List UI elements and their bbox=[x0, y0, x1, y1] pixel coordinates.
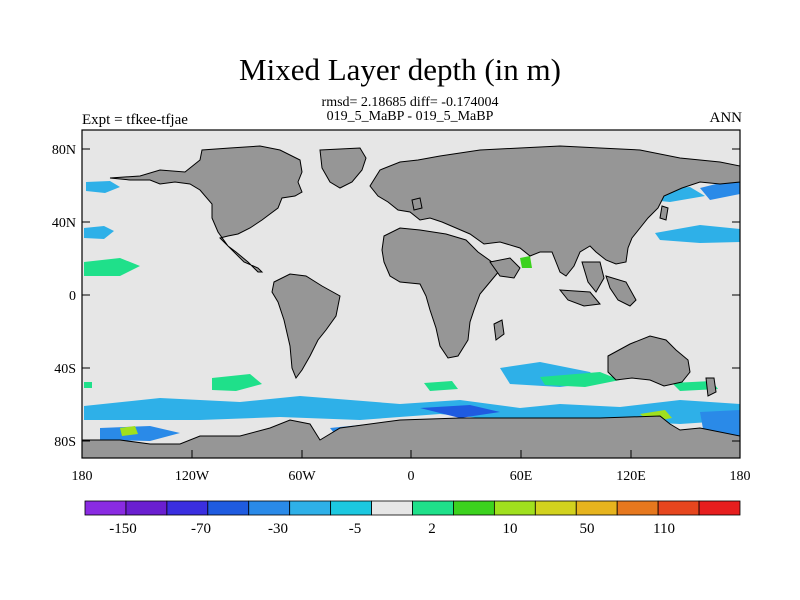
landmass bbox=[81, 415, 741, 459]
landmass bbox=[109, 145, 303, 273]
lon-tick-label: 0 bbox=[408, 469, 415, 484]
landmass bbox=[319, 147, 367, 189]
colorbar-swatch bbox=[207, 500, 250, 516]
anomaly-patch bbox=[212, 374, 262, 391]
anomaly-patch bbox=[420, 405, 500, 418]
colorbar-swatch bbox=[289, 500, 332, 516]
lat-tick-label: 40S bbox=[54, 362, 76, 377]
landmass bbox=[558, 289, 601, 307]
colorbar-swatch bbox=[412, 500, 454, 516]
colorbar-swatch bbox=[534, 500, 577, 516]
colorbar-swatch bbox=[698, 500, 741, 516]
landmass bbox=[581, 261, 605, 293]
landmass bbox=[381, 227, 501, 359]
lon-tick-label: 60E bbox=[510, 469, 533, 484]
anomaly-patch bbox=[86, 181, 120, 193]
landmass bbox=[411, 197, 423, 211]
anomaly-patch bbox=[100, 426, 180, 441]
lon-tick-label: 180 bbox=[730, 469, 751, 484]
landmass bbox=[705, 377, 717, 397]
anomaly-patch bbox=[540, 372, 620, 387]
colorbar-label: 50 bbox=[580, 521, 595, 537]
landmass bbox=[369, 145, 741, 277]
colorbar-label: 2 bbox=[428, 521, 436, 537]
colorbar-label: -30 bbox=[268, 521, 288, 537]
lat-tick-label: 40N bbox=[52, 216, 76, 231]
colorbar-label: -70 bbox=[191, 521, 211, 537]
colorbar-swatch bbox=[371, 500, 413, 516]
landmass bbox=[493, 319, 505, 341]
lon-tick-label: 120W bbox=[175, 469, 210, 484]
colorbar-label: -5 bbox=[349, 521, 362, 537]
lon-tick-label: 180 bbox=[72, 469, 93, 484]
colorbar-swatch bbox=[166, 500, 209, 516]
colorbar-swatch bbox=[84, 500, 127, 516]
colorbar-swatch bbox=[616, 500, 659, 516]
experiment-label: Expt = tfkee-tfjae bbox=[82, 112, 188, 128]
landmass bbox=[605, 275, 637, 307]
colorbar-swatch bbox=[248, 500, 291, 516]
colorbar-label: 10 bbox=[503, 521, 518, 537]
colorbar-swatch bbox=[125, 500, 168, 516]
anomaly-patch bbox=[84, 226, 114, 239]
anomaly-patch bbox=[520, 256, 532, 268]
landmass bbox=[607, 335, 691, 387]
anomaly-patch bbox=[655, 225, 740, 243]
lon-tick-label: 60W bbox=[288, 469, 316, 484]
colorbar-swatch bbox=[575, 500, 618, 516]
stats-line: rmsd= 2.18685 diff= -0.174004 bbox=[321, 95, 499, 110]
anomaly-patch bbox=[84, 258, 140, 276]
season-label: ANN bbox=[709, 110, 743, 126]
landmass bbox=[659, 205, 669, 221]
colorbar-swatch bbox=[493, 500, 536, 516]
map-ticks bbox=[81, 148, 741, 458]
lat-tick-label: 80N bbox=[52, 143, 76, 158]
colorbar-swatch bbox=[453, 500, 495, 516]
colorbar bbox=[84, 500, 741, 516]
anomaly-patch bbox=[84, 382, 92, 388]
map-title: Mixed Layer depth (in m) bbox=[239, 52, 561, 87]
case-line: 019_5_MaBP - 019_5_MaBP bbox=[326, 109, 494, 124]
stats-block: rmsd= 2.18685 diff= -0.174004 019_5_MaBP… bbox=[0, 96, 800, 124]
landmass bbox=[271, 273, 341, 380]
colorbar-swatch bbox=[330, 500, 372, 516]
lat-tick-label: 80S bbox=[54, 435, 76, 450]
lon-tick-label: 120E bbox=[616, 469, 646, 484]
colorbar-swatch bbox=[657, 500, 700, 516]
colorbar-label: -150 bbox=[109, 521, 137, 537]
land-masses bbox=[81, 145, 741, 459]
landmass bbox=[489, 257, 521, 279]
anomaly-patch bbox=[120, 426, 138, 436]
anomaly-patch bbox=[84, 396, 740, 424]
anomaly-patch bbox=[424, 381, 458, 391]
lat-tick-label: 0 bbox=[69, 289, 76, 304]
colorbar-label: 110 bbox=[653, 521, 675, 537]
